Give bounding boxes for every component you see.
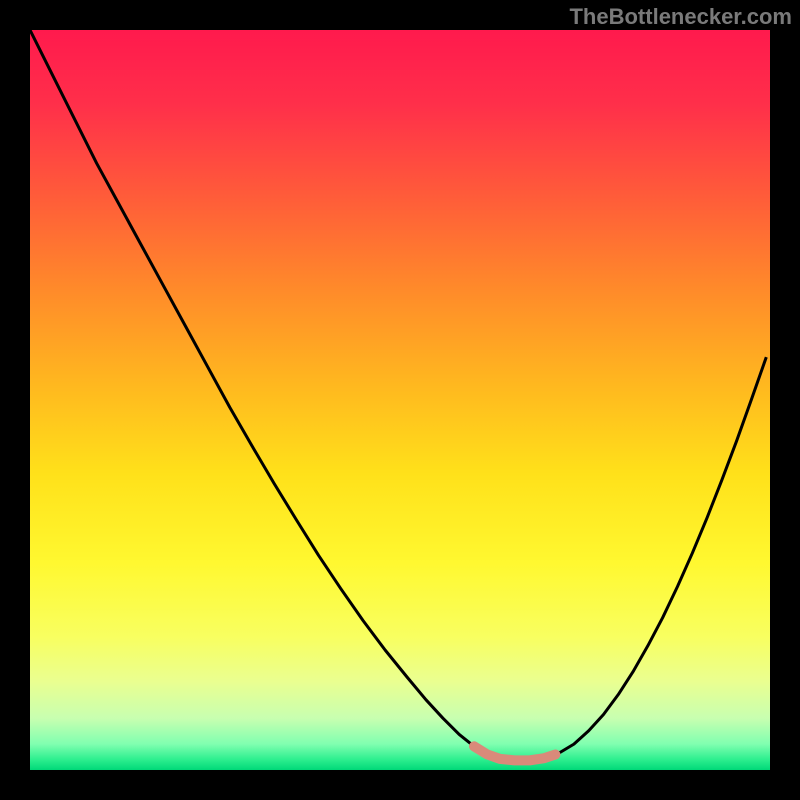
highlight-curve [474, 746, 555, 760]
curve-layer [30, 30, 770, 770]
watermark-text: TheBottlenecker.com [569, 4, 792, 30]
black-curve [30, 30, 766, 760]
chart-root: TheBottlenecker.com [0, 0, 800, 800]
plot-area [30, 30, 770, 770]
